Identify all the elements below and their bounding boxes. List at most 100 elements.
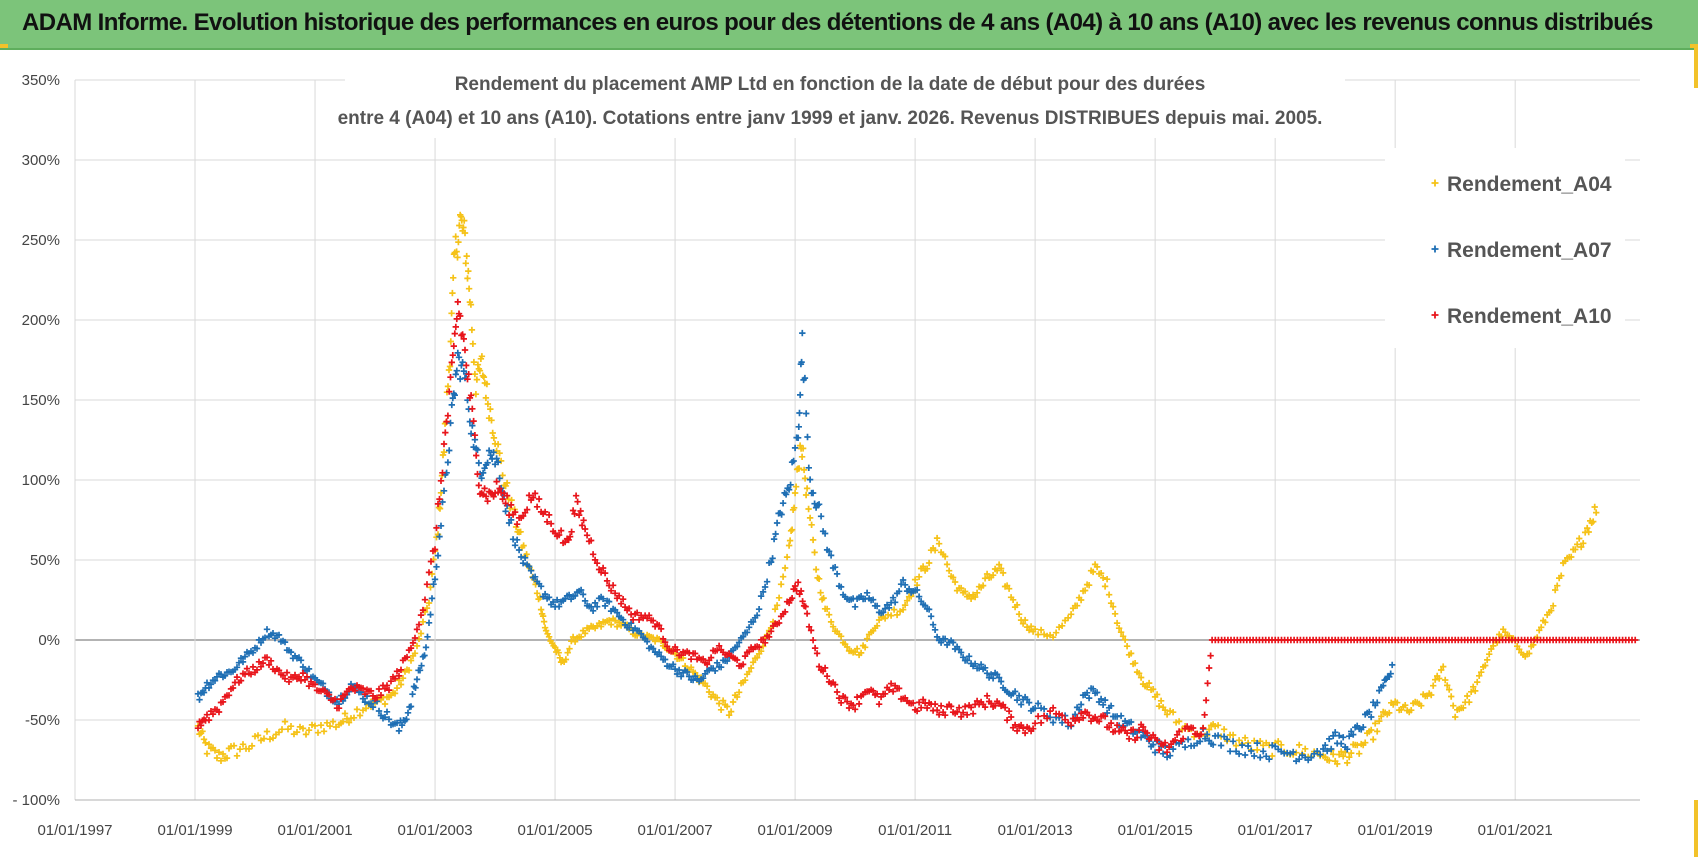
x-axis-labels: 01/01/1997 01/01/1999 01/01/2001 01/01/2003… — [37, 822, 1552, 839]
data-point — [775, 619, 783, 627]
data-point — [733, 693, 741, 701]
data-point — [827, 552, 835, 559]
legend-item: Rendement_A07 — [1431, 239, 1612, 262]
data-point — [1175, 718, 1183, 725]
data-point — [759, 643, 767, 650]
data-point — [788, 526, 796, 533]
data-point — [465, 371, 472, 378]
data-point — [1484, 656, 1491, 664]
data-point — [520, 542, 527, 549]
data-point — [463, 362, 470, 369]
data-point — [1173, 731, 1181, 738]
data-point — [759, 636, 767, 643]
data-point — [825, 548, 833, 555]
data-point — [455, 238, 462, 246]
data-point — [1238, 741, 1246, 749]
data-point — [1107, 600, 1115, 607]
data-point — [474, 361, 482, 368]
data-point — [391, 690, 399, 697]
data-point — [237, 655, 245, 662]
data-point — [446, 363, 454, 370]
data-point — [450, 274, 457, 281]
data-point — [427, 584, 434, 591]
data-point — [797, 587, 805, 595]
data-point — [325, 691, 333, 698]
x-tick-label: 01/01/2011 — [878, 822, 952, 839]
data-point — [1436, 675, 1443, 682]
data-point — [747, 664, 755, 672]
data-point — [1149, 741, 1157, 748]
data-point — [1123, 729, 1131, 737]
data-point — [703, 683, 711, 690]
data-point — [461, 346, 469, 354]
data-point — [263, 728, 271, 735]
data-point — [919, 696, 927, 703]
data-point — [755, 606, 763, 613]
data-point — [729, 698, 737, 706]
data-point — [383, 682, 391, 689]
data-point — [1117, 629, 1125, 636]
data-point — [889, 688, 897, 695]
data-point — [1296, 741, 1303, 749]
data-point — [791, 582, 799, 590]
data-point — [933, 707, 941, 714]
data-point — [979, 582, 987, 589]
data-point — [1119, 724, 1127, 731]
data-point — [999, 569, 1007, 577]
data-point — [673, 670, 681, 678]
data-point — [1013, 696, 1021, 704]
data-point — [609, 582, 617, 589]
data-point — [1019, 724, 1027, 732]
data-point — [404, 709, 412, 716]
data-point — [1052, 629, 1060, 636]
data-point — [1025, 699, 1033, 706]
data-point — [1432, 676, 1439, 683]
data-point — [955, 704, 963, 711]
data-point — [381, 700, 389, 708]
data-point — [564, 649, 571, 656]
data-point — [1326, 735, 1333, 743]
data-point — [745, 668, 753, 675]
data-point — [1025, 626, 1033, 634]
data-point — [1103, 709, 1111, 717]
data-point — [569, 633, 577, 641]
data-point — [425, 619, 433, 626]
data-point — [490, 449, 497, 456]
data-point — [605, 598, 613, 605]
data-point — [483, 380, 491, 388]
data-point — [1269, 752, 1276, 760]
data-point — [687, 664, 695, 671]
data-point — [1143, 683, 1151, 691]
data-point — [853, 693, 861, 701]
data-point — [467, 430, 475, 437]
data-point — [463, 252, 470, 260]
data-point — [785, 486, 793, 493]
data-point — [879, 609, 887, 616]
data-point — [1460, 704, 1467, 712]
data-point — [881, 690, 889, 697]
data-point — [341, 710, 349, 717]
data-point — [284, 726, 292, 733]
data-point — [943, 561, 951, 568]
data-point — [428, 595, 436, 602]
data-point — [233, 664, 241, 671]
data-point — [456, 222, 463, 229]
data-point — [1290, 748, 1297, 756]
data-point — [239, 741, 247, 748]
data-point — [899, 576, 907, 584]
data-point — [266, 736, 274, 743]
data-point — [889, 594, 897, 601]
data-point — [811, 549, 818, 556]
data-point — [436, 533, 443, 540]
data-point — [511, 542, 519, 549]
data-point — [633, 609, 641, 616]
data-point — [831, 564, 839, 571]
data-point — [1093, 689, 1101, 696]
data-point — [685, 673, 693, 680]
data-point — [1046, 714, 1054, 721]
data-point — [484, 498, 491, 505]
data-point — [829, 623, 837, 630]
data-point — [759, 588, 767, 596]
data-point — [1440, 663, 1447, 670]
data-point — [480, 373, 488, 381]
